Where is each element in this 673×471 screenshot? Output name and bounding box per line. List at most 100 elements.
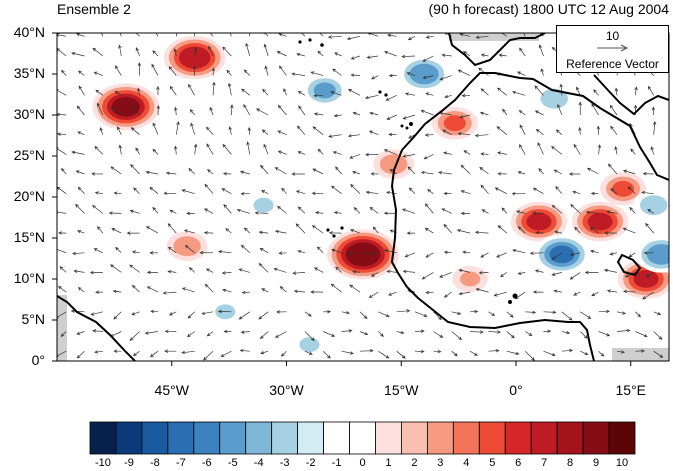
wind-vector	[647, 208, 654, 214]
wind-vector	[129, 264, 140, 273]
wind-vector	[77, 186, 85, 194]
wind-vector	[283, 88, 287, 96]
wind-vector	[298, 105, 306, 116]
wind-vector	[204, 183, 214, 194]
wind-vector	[255, 108, 269, 116]
wind-vector	[152, 122, 159, 135]
wind-vector	[346, 251, 360, 256]
wind-vector	[76, 105, 85, 116]
wind-vector	[441, 208, 452, 214]
wind-vector	[407, 166, 416, 175]
wind-vector	[263, 43, 269, 57]
figure-title-left: Ensemble 2	[57, 1, 131, 17]
wind-vector	[534, 110, 544, 116]
wind-vector	[517, 171, 526, 175]
wind-vector	[145, 226, 159, 234]
wind-vector	[580, 350, 589, 356]
wind-vector	[441, 53, 452, 57]
wind-vector	[317, 148, 324, 155]
wind-vector	[291, 72, 305, 76]
wind-vector	[295, 190, 306, 195]
wind-vector	[280, 350, 287, 357]
wind-vector	[501, 207, 508, 214]
wind-vector	[350, 55, 361, 60]
south-america-mask	[57, 295, 67, 361]
wind-vector	[372, 226, 379, 234]
wind-vector	[246, 141, 251, 155]
wind-vector	[173, 48, 177, 57]
wind-vector	[129, 331, 140, 341]
wind-vector	[402, 269, 416, 274]
wind-vector	[57, 48, 67, 57]
wind-vector	[623, 289, 636, 294]
wind-vector	[424, 227, 434, 234]
wind-vector	[401, 54, 416, 59]
island-azores	[378, 90, 382, 94]
lon-label: 15°W	[384, 382, 419, 398]
figure-title-right: (90 h forecast) 1800 UTC 12 Aug 2004	[428, 1, 669, 17]
wind-vector	[316, 246, 324, 254]
wind-vector	[439, 75, 452, 81]
anomaly-contour	[379, 154, 408, 175]
wind-vector	[118, 44, 122, 57]
wind-vector	[76, 331, 85, 335]
colorbar-swatch	[297, 421, 324, 455]
wind-vector	[73, 269, 85, 273]
wind-vector	[145, 170, 159, 175]
anomaly-contour	[639, 195, 668, 216]
wind-vector	[555, 185, 563, 194]
wind-vector	[424, 133, 434, 137]
wind-vector	[585, 210, 599, 215]
wind-vector	[75, 170, 85, 175]
wind-vector	[276, 51, 287, 57]
wind-vector	[76, 33, 85, 37]
wind-vector	[156, 104, 160, 116]
wind-vector	[368, 291, 379, 298]
wind-vector	[94, 350, 103, 354]
wind-vector	[229, 33, 232, 37]
wind-vector	[653, 331, 663, 340]
wind-vector	[277, 104, 287, 116]
colorbar-label: -10	[95, 457, 111, 469]
wind-vector	[402, 114, 416, 120]
wind-vector	[209, 106, 214, 116]
wind-vector	[175, 121, 180, 135]
wind-vector	[610, 125, 618, 135]
wind-vector	[110, 106, 122, 116]
wind-vector	[554, 230, 562, 234]
wind-vector	[220, 350, 232, 357]
wind-vector	[274, 167, 287, 175]
wind-vector	[523, 33, 526, 37]
colorbar-label: 10	[615, 457, 629, 469]
wind-vector	[169, 85, 177, 96]
wind-vector	[365, 190, 379, 195]
wind-vector	[557, 103, 563, 116]
wind-vector	[110, 166, 122, 175]
wind-vector	[292, 271, 305, 275]
colorbar-swatch	[556, 421, 584, 455]
colorbar-label: 3	[437, 457, 444, 469]
wind-vector	[310, 290, 324, 294]
wind-vector	[463, 51, 471, 57]
wind-vector	[456, 228, 471, 234]
wind-vector	[297, 90, 306, 96]
wind-vector	[543, 350, 556, 357]
wind-vector	[70, 309, 85, 313]
wind-vector	[590, 249, 599, 254]
wind-vector	[113, 191, 122, 195]
coastline-iberia	[448, 33, 546, 67]
wind-vector	[359, 331, 369, 336]
wind-vector	[323, 309, 331, 314]
wind-vector	[383, 248, 397, 254]
wind-vector	[517, 271, 526, 275]
wind-vector	[420, 109, 434, 116]
wind-vector	[258, 262, 269, 273]
wind-vector	[459, 114, 471, 119]
wind-vector	[258, 311, 269, 320]
wind-vector	[222, 143, 232, 155]
wind-vector	[314, 267, 324, 273]
wind-vector	[165, 171, 177, 175]
wind-vector	[205, 126, 214, 135]
wind-vector	[634, 86, 638, 96]
wind-vector	[460, 211, 471, 216]
